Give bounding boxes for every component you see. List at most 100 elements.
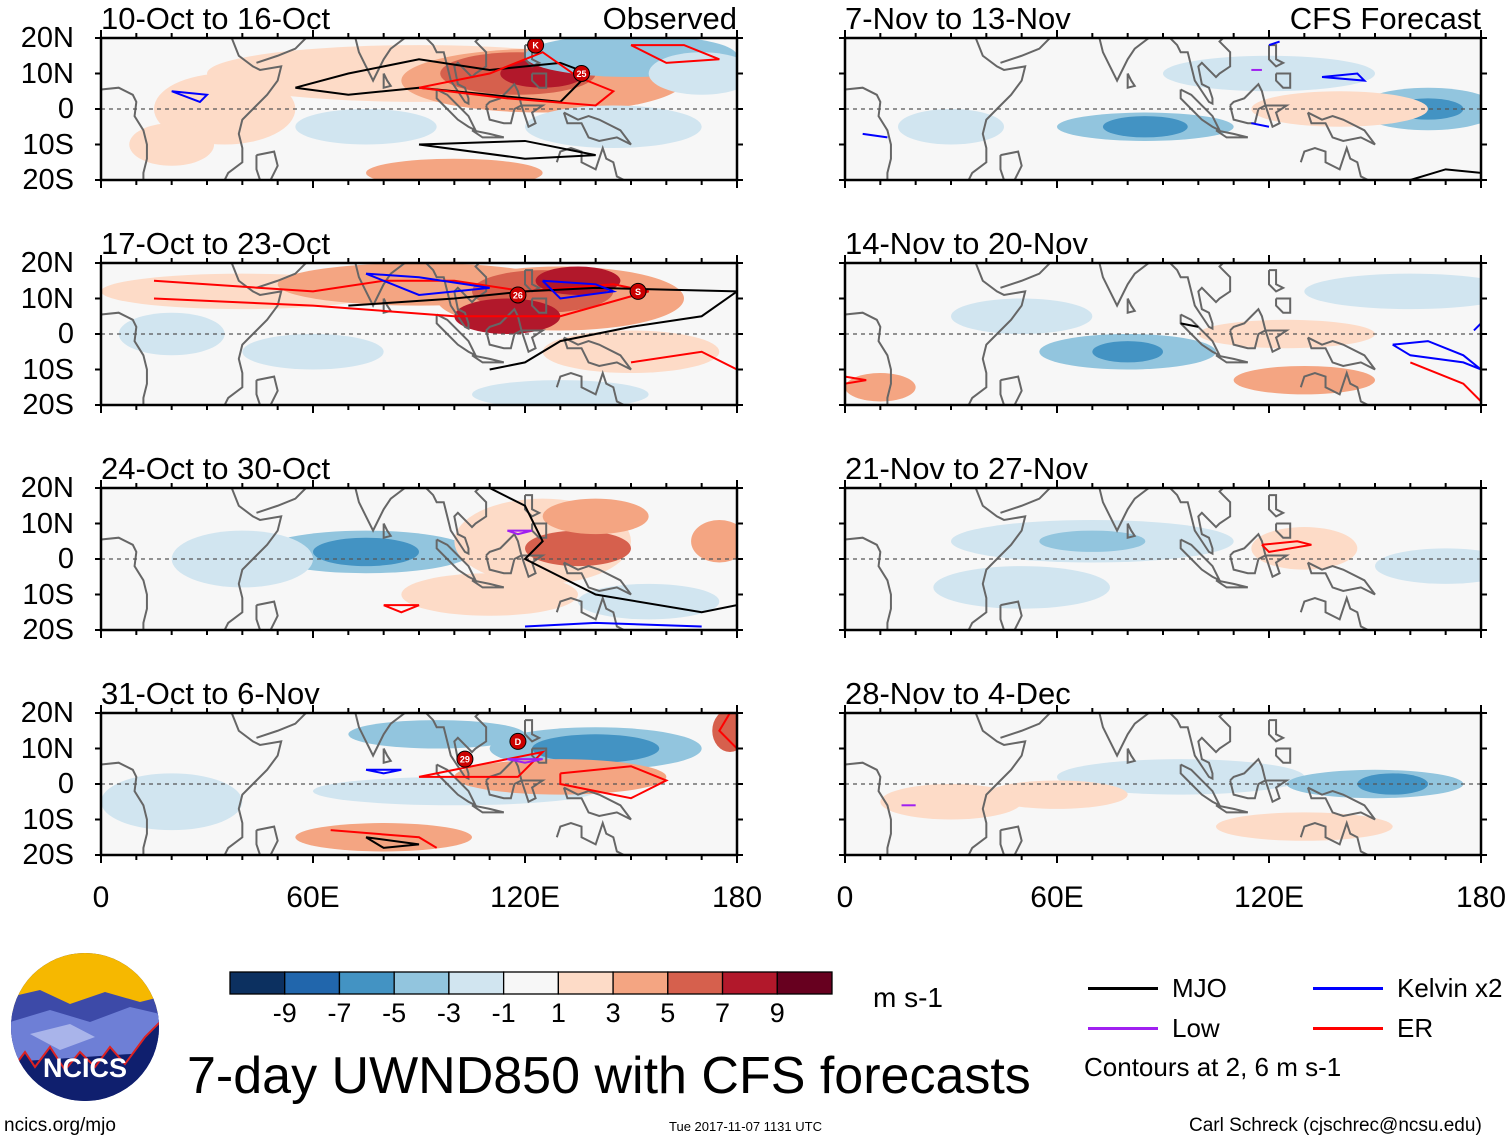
coastline xyxy=(1098,263,1150,308)
coastline xyxy=(520,554,546,579)
colorbar-swatch xyxy=(721,971,778,995)
colorbar-swatch xyxy=(667,971,724,995)
legend-line-low xyxy=(1088,1027,1158,1030)
colorbar-swatch xyxy=(557,971,614,995)
wave-contour xyxy=(365,836,420,849)
wave-contour xyxy=(489,488,737,614)
coastline xyxy=(524,494,542,518)
coastline xyxy=(1179,313,1222,358)
coastline xyxy=(845,311,892,405)
panel-title: 10-Oct to 16-Oct xyxy=(101,1,331,36)
coastline xyxy=(1306,336,1376,371)
coastline xyxy=(255,375,279,405)
coastline xyxy=(555,819,625,855)
wind-anomaly-shading xyxy=(295,109,437,145)
panel-title: 17-Oct to 23-Oct xyxy=(101,226,331,261)
latitude-label: 10S xyxy=(22,803,74,836)
latitude-label: 10N xyxy=(20,507,74,540)
coastline xyxy=(1275,522,1292,539)
coastline xyxy=(354,488,406,533)
coastline xyxy=(520,104,546,129)
wind-anomaly-shading xyxy=(542,330,720,374)
source-link[interactable]: ncics.org/mjo xyxy=(4,1115,116,1136)
wave-contour xyxy=(507,758,543,764)
coastline xyxy=(1000,713,1051,739)
wind-anomaly-shading xyxy=(986,780,1128,809)
longitude-label: 60E xyxy=(1030,881,1084,914)
wind-anomaly-shading xyxy=(171,530,313,588)
coastline xyxy=(1179,88,1222,133)
panel-title: 31-Oct to 6-Nov xyxy=(101,676,320,711)
colorbar-tick-label: -1 xyxy=(491,998,516,1028)
coastline xyxy=(435,538,478,583)
coastline xyxy=(524,719,542,743)
coastline xyxy=(435,88,478,133)
wind-anomaly-shading xyxy=(348,720,525,749)
coastline xyxy=(1268,494,1286,518)
map-panel: 29 D xyxy=(95,705,743,863)
coastline xyxy=(471,579,505,589)
coastline xyxy=(1306,111,1376,146)
legend-label: ER xyxy=(1397,1013,1434,1043)
wind-anomaly-shading xyxy=(578,583,720,620)
wave-contour xyxy=(1392,340,1481,371)
colorbar-tick-label: 1 xyxy=(550,998,566,1028)
coastline xyxy=(214,263,283,405)
coastline xyxy=(845,536,892,630)
colorbar-unit: m s-1 xyxy=(873,982,943,1013)
cyclone-label: S xyxy=(635,287,641,297)
coastline xyxy=(1299,144,1369,180)
coastline xyxy=(1169,263,1232,331)
tropical-cyclone-marker: K xyxy=(527,38,545,54)
coastline xyxy=(1268,44,1286,68)
wave-contour xyxy=(383,604,420,614)
latitude-label: 20S xyxy=(22,614,74,646)
latitude-label: 20S xyxy=(22,164,74,196)
wind-anomaly-shading xyxy=(1102,116,1188,138)
panel-title: 7-Nov to 13-Nov xyxy=(845,1,1071,36)
wind-anomaly-shading xyxy=(1233,365,1375,395)
coastline xyxy=(255,825,279,855)
coastline xyxy=(562,786,632,821)
latitude-label: 20N xyxy=(20,697,74,729)
wind-anomaly-shading xyxy=(313,537,419,567)
coastline xyxy=(214,713,283,855)
longitude-label: 180 xyxy=(711,881,763,914)
coastline xyxy=(425,488,488,556)
wave-contour xyxy=(559,765,669,800)
coastline xyxy=(958,713,1027,855)
wave-contour xyxy=(524,621,702,628)
coastline xyxy=(485,757,523,800)
panel-title: 14-Nov to 20-Nov xyxy=(845,226,1088,261)
colorbar-tick-label: 9 xyxy=(769,998,785,1028)
wind-anomaly-shading xyxy=(933,566,1110,609)
ncics-logo: NCICS xyxy=(11,953,159,1101)
coastline xyxy=(1299,369,1369,405)
coastline xyxy=(101,536,148,630)
longitude-label: 0 xyxy=(836,881,854,914)
coastline xyxy=(958,263,1027,405)
longitude-label: 120E xyxy=(1233,881,1305,914)
latitude-label: 0 xyxy=(57,543,74,575)
coastline xyxy=(958,488,1027,630)
coastline xyxy=(485,532,523,575)
wave-contour xyxy=(845,375,867,385)
coastline xyxy=(256,713,307,739)
wave-contour xyxy=(365,272,490,296)
tropical-cyclone-marker: 29 xyxy=(456,750,474,768)
coastline xyxy=(471,129,505,139)
legend-label: Kelvin x2 xyxy=(1397,973,1503,1003)
latitude-label: 10N xyxy=(20,57,74,90)
wind-anomaly-shading xyxy=(1251,91,1428,127)
wind-anomaly-shading xyxy=(525,530,631,567)
coastline xyxy=(471,804,505,814)
coastline xyxy=(845,761,892,855)
colorbar xyxy=(229,971,833,995)
coastline xyxy=(524,269,542,293)
latitude-label: 10N xyxy=(20,282,74,315)
colorbar-swatch xyxy=(448,971,505,995)
coastline xyxy=(562,561,632,596)
coastline xyxy=(1275,72,1292,89)
latitude-label: 20N xyxy=(20,22,74,54)
coastline xyxy=(1275,297,1292,314)
